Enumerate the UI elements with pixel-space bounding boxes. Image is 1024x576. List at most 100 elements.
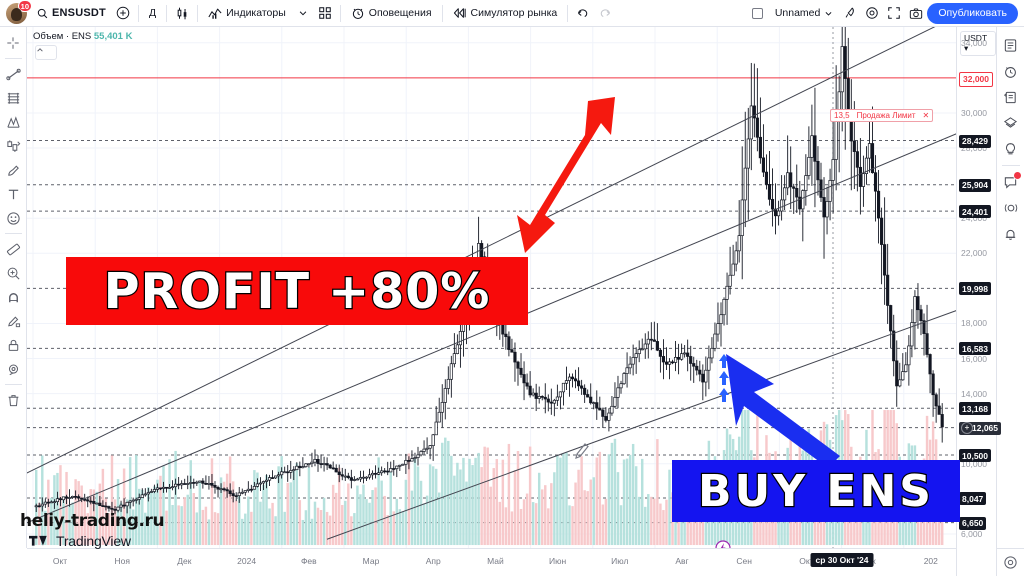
layout-checkbox[interactable]	[747, 2, 769, 24]
price-label-last[interactable]: 12,065	[959, 421, 1001, 435]
fib-retracement-icon[interactable]	[2, 86, 25, 110]
pencil-cursor-icon	[575, 443, 589, 459]
tradingview-logo-icon	[29, 535, 47, 546]
ruler-icon[interactable]	[2, 237, 25, 261]
right-widget-toolbar	[996, 27, 1024, 576]
site-watermark: heliy-trading.ru	[20, 511, 165, 531]
price-label-level[interactable]: 10,500	[959, 449, 991, 463]
current-time-label[interactable]: ср 30 Окт '24	[810, 553, 874, 567]
redo-button[interactable]	[594, 2, 616, 24]
price-label-level[interactable]: 16,583	[959, 342, 991, 356]
alerts-clock-icon[interactable]	[999, 58, 1023, 84]
time-tick: Июн	[549, 556, 567, 566]
trend-line-icon[interactable]	[2, 62, 25, 86]
publish-button[interactable]: Опубликовать	[927, 2, 1018, 24]
interval-selector[interactable]: Д	[143, 2, 162, 24]
lock-icon[interactable]	[2, 333, 25, 357]
chat-badge	[1012, 171, 1022, 180]
chart-legend: Объем · ENS 55,401 K	[33, 31, 132, 42]
time-tick: Окт	[799, 556, 814, 566]
stay-in-drawing-icon[interactable]	[2, 309, 25, 333]
undo-button[interactable]	[572, 2, 594, 24]
tradingview-watermark: TradingView	[29, 533, 131, 549]
alert-label: Продажа Лимит	[856, 111, 916, 120]
time-tick: 2024	[237, 556, 257, 566]
alarm-icon	[352, 8, 363, 20]
trash-icon[interactable]	[2, 388, 25, 412]
price-unit-label: USDT	[964, 33, 987, 43]
watchlist-icon[interactable]	[999, 32, 1023, 58]
cursor-crosshair-icon[interactable]	[2, 31, 25, 55]
zoom-icon[interactable]	[2, 261, 25, 285]
snapshot-button[interactable]	[905, 2, 927, 24]
price-label-level[interactable]: 8,047	[959, 492, 987, 506]
chart-type-button[interactable]	[171, 2, 193, 24]
blue-up-arrow-annotation	[726, 354, 840, 468]
time-tick: Ноя	[114, 556, 130, 566]
quick-search-button[interactable]	[839, 2, 861, 24]
indicators-dropdown[interactable]	[292, 2, 314, 24]
publish-label: Опубликовать	[938, 7, 1007, 19]
time-tick: Окт	[52, 556, 68, 566]
price-scale[interactable]: USDT ▾ 34,000 30,000 28,000 24,000 22,000 18,…	[956, 27, 1001, 576]
fullscreen-button[interactable]	[883, 2, 905, 24]
price-label-level[interactable]: 13,168	[959, 402, 991, 416]
emoji-icon[interactable]	[2, 206, 25, 230]
broadcast-icon[interactable]	[999, 195, 1023, 221]
price-label-level[interactable]: 24,401	[959, 205, 991, 219]
divider	[4, 233, 22, 234]
price-label-level[interactable]: 6,650	[959, 516, 987, 530]
chevron-down-icon	[825, 11, 832, 16]
alerts-button[interactable]: Оповещения	[345, 2, 438, 24]
replay-flag-icon[interactable]	[715, 540, 731, 548]
price-tick: 28,000	[961, 143, 987, 154]
price-label-level[interactable]: 28,429	[959, 134, 991, 148]
layout-name-button[interactable]: Unnamed	[769, 2, 840, 24]
time-tick: Авг	[675, 556, 689, 566]
magnet-icon[interactable]	[2, 285, 25, 309]
price-tick: 10,000	[961, 458, 987, 469]
sell-limit-alert[interactable]: 13,5 Продажа Лимит ✕	[830, 109, 934, 122]
buy-banner-text: BUY ENS	[697, 464, 934, 518]
price-label-sell-alert[interactable]: 32,000	[959, 71, 993, 87]
settings-button[interactable]	[861, 2, 883, 24]
text-icon[interactable]	[2, 182, 25, 206]
replay-icon	[453, 8, 466, 18]
price-tick: 22,000	[961, 248, 987, 259]
templates-button[interactable]	[314, 2, 336, 24]
add-symbol-button[interactable]	[112, 2, 134, 24]
price-tick: 16,000	[961, 353, 987, 364]
layers-icon[interactable]	[999, 110, 1023, 136]
close-icon[interactable]: ✕	[922, 111, 930, 120]
grid-icon	[319, 7, 331, 19]
legend-collapse-button[interactable]	[35, 45, 57, 60]
red-up-arrow-annotation	[517, 97, 615, 253]
plus-circle-icon	[116, 6, 130, 20]
hide-drawings-icon[interactable]	[2, 357, 25, 381]
avatar-notification-badge: 10	[17, 0, 32, 12]
symbol-search[interactable]: ENSUSDT	[31, 2, 112, 24]
ideas-bulb-icon[interactable]	[999, 136, 1023, 162]
bell-icon[interactable]	[999, 221, 1023, 247]
avatar[interactable]: 10	[6, 0, 32, 24]
price-label-level[interactable]: 25,904	[959, 178, 991, 192]
replay-button[interactable]: Симулятор рынка	[447, 2, 564, 24]
indicators-icon	[208, 8, 222, 19]
pattern-icon[interactable]	[2, 110, 25, 134]
price-label-level[interactable]: 19,998	[959, 282, 991, 296]
price-tick: 18,000	[961, 318, 987, 329]
indicators-button[interactable]: Индикаторы	[202, 2, 292, 24]
layout-name-label: Unnamed	[774, 7, 821, 19]
timescale-settings-button[interactable]	[996, 548, 1024, 576]
price-tick: 14,000	[961, 388, 987, 399]
undo-icon	[578, 8, 588, 17]
brush-icon[interactable]	[2, 158, 25, 182]
price-tick: 24,000	[961, 213, 987, 224]
price-unit-button[interactable]: USDT ▾	[960, 31, 996, 56]
chat-icon[interactable]	[999, 169, 1023, 195]
watermark-brand: TradingView	[56, 533, 131, 549]
notes-icon[interactable]	[999, 84, 1023, 110]
divider	[441, 4, 443, 22]
time-scale[interactable]: Окт Ноя Дек 2024 Фев Мар Апр Май Июн Июл Авг Сен Окт…	[27, 548, 956, 576]
forecast-icon[interactable]	[2, 134, 25, 158]
